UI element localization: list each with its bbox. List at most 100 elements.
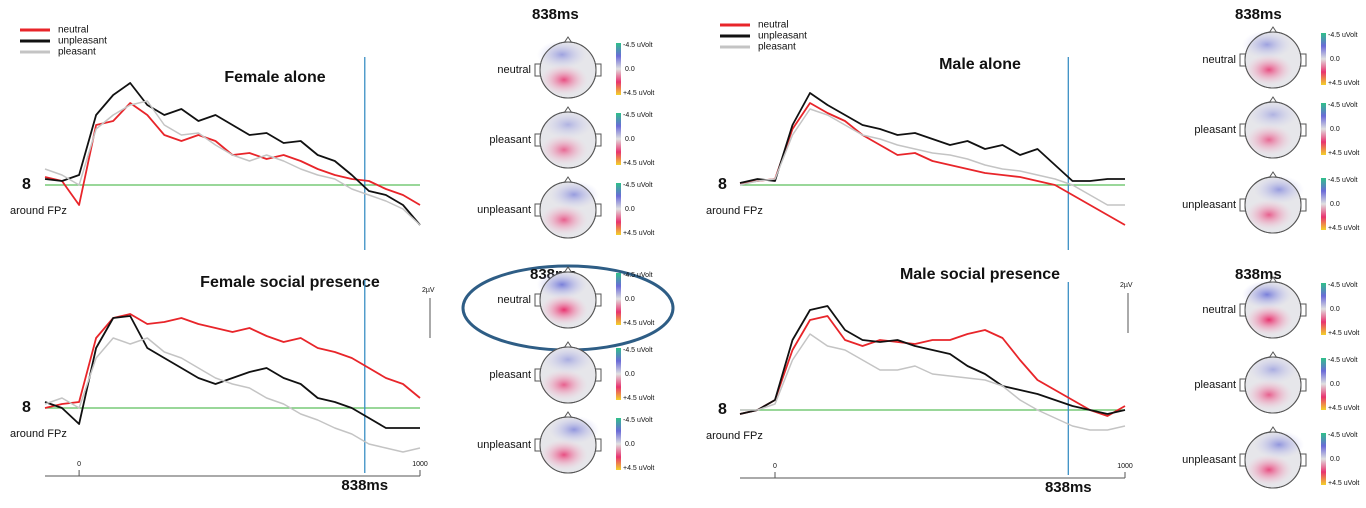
colorbar-label: +4.5 uVolt [1328,225,1359,232]
topomap-time: 838ms [1235,266,1282,283]
chart-title: Female social presence [200,274,380,291]
colorbar-label: 0.0 [625,441,635,448]
pink-region [1245,454,1293,486]
colorbar-label: +4.5 uVolt [1328,405,1359,412]
chart-title: Female alone [224,69,325,86]
colorbar-label: 0.0 [625,206,635,213]
chart-title: Male social presence [900,266,1060,283]
colorbar-label: +4.5 uVolt [623,320,654,327]
blue-region [1247,355,1299,384]
head-outline [1244,101,1302,159]
colorbar-label: 0.0 [1330,56,1340,63]
pink-region [1245,304,1293,336]
colorbar-label: +4.5 uVolt [623,90,654,97]
colorbar-label: 0.0 [1330,381,1340,388]
colorbar [1321,178,1326,230]
colorbar-label: -4.5 uVolt [623,182,653,189]
erp-line [739,102,1126,226]
colorbar-label: -4.5 uVolt [623,272,653,279]
topomap [1239,276,1307,339]
colorbar-label: -4.5 uVolt [1328,32,1358,39]
x-tick-label: 0 [773,463,777,470]
chart-title: Male alone [939,56,1021,73]
condition-label: neutral [1202,54,1236,66]
head-outline [539,416,597,474]
head-outline [539,111,597,169]
erp-line [44,315,420,429]
pink-region [540,439,588,471]
legend-label: unpleasant [758,31,807,42]
blue-region [536,40,588,69]
head-outline [1244,431,1302,489]
blue-region [1253,175,1305,204]
colorbar-label: 0.0 [1330,201,1340,208]
erp-line [44,102,421,206]
condition-label: unpleasant [1182,454,1236,466]
topomap-time: 838ms [1235,6,1282,23]
colorbar-label: 0.0 [625,296,635,303]
head-outline [1244,176,1302,234]
erp-line [739,92,1125,184]
topomap [1239,26,1307,89]
channel-label: around FPz [10,428,67,440]
channel-label: around FPz [706,205,763,217]
colorbar-label: -4.5 uVolt [623,417,653,424]
condition-label: unpleasant [1182,199,1236,211]
colorbar-label: -4.5 uVolt [1328,282,1358,289]
channel-label: around FPz [10,205,67,217]
colorbar-label: 0.0 [625,136,635,143]
head-outline [1244,31,1302,89]
blue-region [1241,280,1293,309]
erp-line [739,315,1126,417]
head-outline [539,181,597,239]
colorbar-label: +4.5 uVolt [1328,150,1359,157]
colorbar [1321,33,1326,85]
pink-region [1245,124,1293,156]
scale-label: 2µV [422,287,435,294]
pink-region [540,294,588,326]
colorbar-label: +4.5 uVolt [623,395,654,402]
colorbar-label: -4.5 uVolt [1328,357,1358,364]
colorbar-label: -4.5 uVolt [623,42,653,49]
x-tick-label: 1000 [1117,463,1133,470]
condition-label: neutral [497,294,531,306]
colorbar [1321,358,1326,410]
colorbar [1321,103,1326,155]
x-tick-label: 0 [77,461,81,468]
legend-label: pleasant [58,47,96,58]
pink-region [540,369,588,401]
blue-region [536,270,588,299]
legend-label: pleasant [758,42,796,53]
pink-region [540,64,588,96]
colorbar [1321,283,1326,335]
topomap [534,341,602,404]
colorbar-label: -4.5 uVolt [623,112,653,119]
colorbar-label: -4.5 uVolt [1328,177,1358,184]
channel-label: around FPz [706,430,763,442]
condition-label: pleasant [1194,124,1236,136]
topomap [534,176,602,239]
scale-label: 2µV [1120,282,1133,289]
condition-label: pleasant [489,134,531,146]
colorbar-label: +4.5 uVolt [1328,80,1359,87]
blue-region [548,180,600,209]
colorbar [616,43,621,95]
colorbar-label: +4.5 uVolt [1328,480,1359,487]
condition-label: neutral [497,64,531,76]
condition-label: unpleasant [477,439,531,451]
colorbar-label: 0.0 [1330,456,1340,463]
colorbar-label: -4.5 uVolt [1328,102,1358,109]
erp-line [739,305,1126,415]
colorbar-label: -4.5 uVolt [1328,432,1358,439]
head-outline [539,41,597,99]
erp-line [44,313,421,409]
erp-line [739,108,1125,206]
head-outline [1244,356,1302,414]
pink-region [1245,379,1293,411]
erp-line [740,333,1126,431]
blue-region [542,110,594,139]
colorbar-label: +4.5 uVolt [623,230,654,237]
colorbar-label: 0.0 [1330,126,1340,133]
colorbar-label: 0.0 [625,66,635,73]
